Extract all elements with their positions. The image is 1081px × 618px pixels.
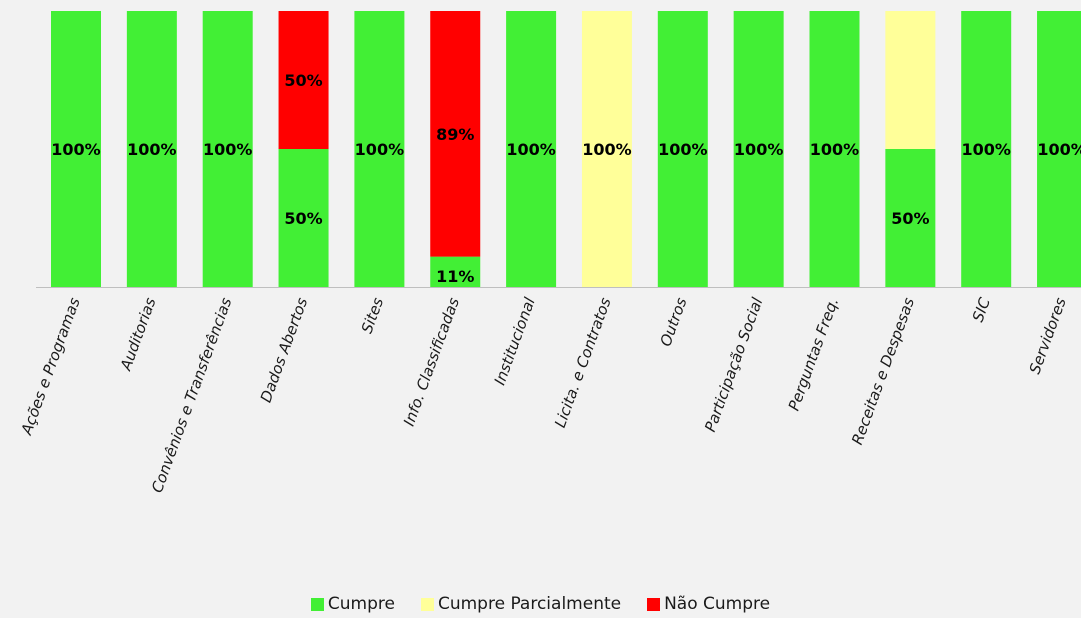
bar-servidores-cumpre <box>1037 11 1081 287</box>
bar-auditorias-cumpre <box>126 11 177 287</box>
data-label-institucional-cumpre: 100% <box>506 140 555 159</box>
legend-swatch-nao-cumpre <box>647 597 661 611</box>
legend-swatch-cumpre <box>310 597 324 611</box>
data-label-acoes-e-programas-cumpre: 100% <box>51 140 100 159</box>
bar-receitas-e-despesas-cumpre-parcialmente <box>885 11 936 149</box>
category-label-receitas-e-despesas: Receitas e Despesas <box>848 295 918 447</box>
data-label-servidores-cumpre: 100% <box>1037 140 1081 159</box>
legend-swatch-cumpre-parcialmente <box>420 597 434 611</box>
bar-licita-e-contratos-cumpre-parcialmente <box>581 11 632 287</box>
data-label-dados-abertos-nao-cumpre: 50% <box>284 71 322 90</box>
category-label-perguntas-freq: Perguntas Freq. <box>785 295 843 413</box>
bar-dados-abertos-cumpre <box>278 149 329 287</box>
bar-outros-cumpre <box>657 11 708 287</box>
data-label-outros-cumpre: 100% <box>658 140 707 159</box>
legend-item-cumpre: Cumpre <box>310 594 395 614</box>
data-label-participacao-social-cumpre: 100% <box>734 140 783 159</box>
legend-item-cumpre-parcialmente: Cumpre Parcialmente <box>420 594 622 614</box>
bar-convenios-e-transferencias-cumpre <box>202 11 253 287</box>
legend-label-cumpre: Cumpre <box>327 594 395 614</box>
category-label-acoes-e-programas: Ações e Programas <box>17 295 84 438</box>
data-label-convenios-e-transferencias-cumpre: 100% <box>203 140 252 159</box>
bar-perguntas-freq-cumpre <box>809 11 860 287</box>
data-label-info-classificadas-nao-cumpre: 89% <box>436 125 474 144</box>
bar-sic-cumpre <box>961 11 1012 287</box>
bar-participacao-social-cumpre <box>733 11 784 287</box>
legend: Cumpre Cumpre Parcialmente Não Cumpre <box>0 594 1081 614</box>
legend-label-nao-cumpre: Não Cumpre <box>664 594 771 614</box>
data-label-info-classificadas-cumpre: 11% <box>436 267 474 286</box>
data-label-dados-abertos-cumpre: 50% <box>284 209 322 228</box>
data-label-licita-e-contratos-cumpre-parcialmente: 100% <box>582 140 631 159</box>
category-label-info-classificadas: Info. Classificadas <box>400 295 463 428</box>
category-label-outros: Outros <box>656 295 690 349</box>
bar-institucional-cumpre <box>506 11 557 287</box>
category-label-auditorias: Auditorias <box>116 295 159 374</box>
data-label-receitas-e-despesas-cumpre: 50% <box>891 209 929 228</box>
bar-receitas-e-despesas-cumpre <box>885 149 936 287</box>
category-label-institucional: Institucional <box>491 294 540 387</box>
category-label-servidores: Servidores <box>1026 295 1070 376</box>
bar-info-classificadas-nao-cumpre <box>430 11 481 257</box>
legend-label-cumpre-parcialmente: Cumpre Parcialmente <box>437 594 622 614</box>
data-label-sites-cumpre: 100% <box>355 140 404 159</box>
category-label-sic: SIC <box>969 295 994 325</box>
category-label-sites: Sites <box>358 295 388 336</box>
category-label-licita-e-contratos: Licita. e Contratos <box>551 295 615 430</box>
bar-acoes-e-programas-cumpre <box>51 11 101 287</box>
data-label-perguntas-freq-cumpre: 100% <box>810 140 859 159</box>
bar-sites-cumpre <box>354 11 405 287</box>
category-label-dados-abertos: Dados Abertos <box>257 295 312 405</box>
bar-dados-abertos-nao-cumpre <box>278 11 329 149</box>
bar-info-classificadas-cumpre <box>430 256 481 287</box>
legend-item-nao-cumpre: Não Cumpre <box>647 594 770 614</box>
data-label-sic-cumpre: 100% <box>961 140 1010 159</box>
data-label-auditorias-cumpre: 100% <box>127 140 176 159</box>
category-label-participacao-social: Participação Social <box>701 294 767 434</box>
category-label-convenios-e-transferencias: Convênios e Transferências <box>148 295 236 495</box>
